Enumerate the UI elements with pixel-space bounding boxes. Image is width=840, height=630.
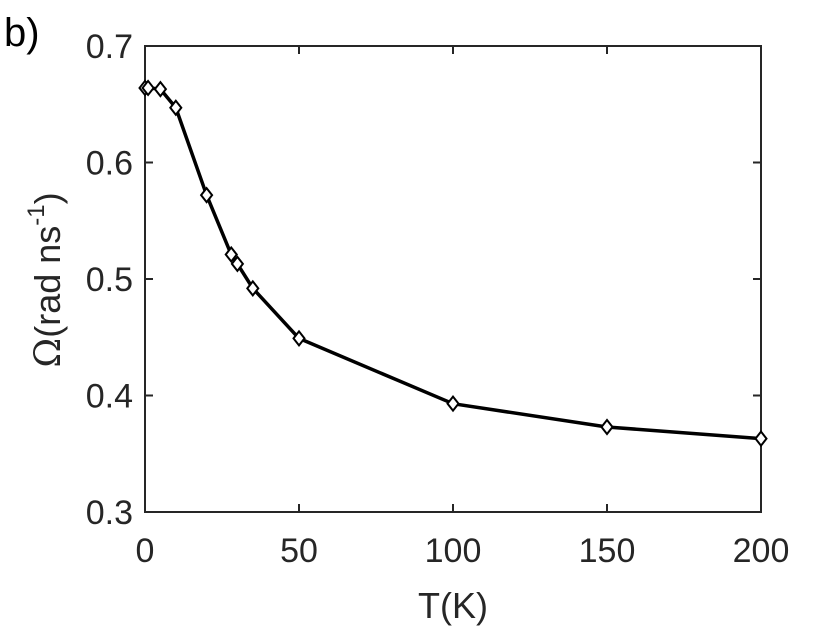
y-axis-title-text: (rad ns — [27, 226, 68, 338]
data-point-marker — [230, 255, 245, 273]
data-point-marker — [600, 418, 614, 436]
data-point-marker — [141, 79, 155, 97]
data-point-marker — [169, 99, 183, 117]
y-axis-title-superscript: -1 — [23, 204, 50, 225]
axes-frame — [144, 45, 762, 513]
data-point-marker — [292, 329, 306, 348]
y-tick-label: 0.5 — [86, 261, 133, 299]
y-tick-label: 0.7 — [86, 28, 133, 66]
y-tick-label: 0.3 — [86, 494, 133, 532]
data-point-marker — [153, 80, 168, 98]
panel-label: b) — [4, 11, 40, 55]
x-tick-label: 200 — [733, 532, 790, 570]
y-axis-title: Ω(rad ns-1) — [23, 192, 69, 367]
data-point-marker — [754, 429, 768, 448]
x-tick-label: 50 — [280, 532, 318, 570]
plot-area: 0 50 100 150 200 0.3 0.4 0.5 0.6 0.7 — [86, 28, 790, 570]
y-axis-title-symbol: Ω — [28, 338, 69, 368]
x-tick-label: 100 — [425, 532, 482, 570]
x-tick-label: 0 — [136, 532, 155, 570]
x-axis-title: T(K) — [418, 585, 488, 626]
y-axis-title-close: ) — [27, 192, 68, 204]
data-point-marker — [446, 395, 460, 413]
data-point-marker — [224, 245, 239, 264]
x-axis: 0 50 100 150 200 — [136, 46, 790, 570]
y-tick-label: 0.4 — [86, 378, 133, 416]
series-layer — [138, 79, 768, 448]
data-point-marker — [246, 279, 260, 297]
y-tick-label: 0.6 — [86, 145, 133, 183]
x-tick-label: 150 — [579, 532, 636, 570]
y-axis: 0.3 0.4 0.5 0.6 0.7 — [86, 28, 761, 532]
data-point-marker — [199, 186, 214, 204]
